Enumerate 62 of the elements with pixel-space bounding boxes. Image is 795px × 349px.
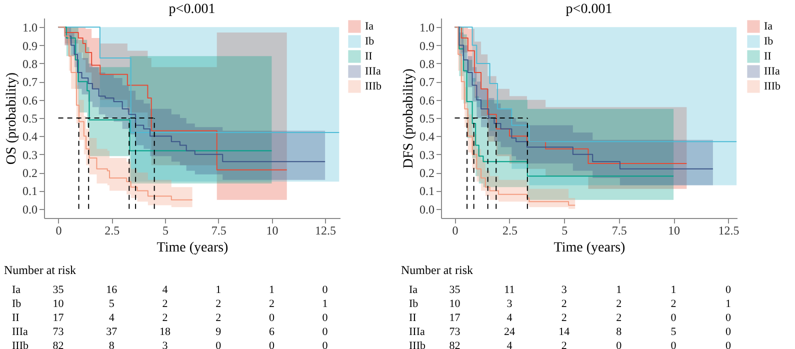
legend-label: II [365,50,373,62]
text: Ib 10 3 2 2 2 1 [409,298,731,310]
legend-label: II [764,50,772,62]
text: Number at risk [4,263,76,277]
legend-label: IIIb [365,80,382,92]
x-axis-title: Time (years) [554,240,626,256]
y-tick-label: 0.0 [420,202,434,216]
y-tick-label: 0.4 [420,130,434,144]
y-tick-label: 0.2 [22,166,38,180]
y-tick-label: 0.8 [420,56,434,71]
y-tick-label: 0.3 [420,148,434,162]
legend-label: IIIb [764,80,781,92]
legend-label: Ia [764,20,773,32]
y-tick-label: 0.1 [22,184,38,198]
text: Ia 35 11 3 1 1 0 [409,284,731,296]
legend-label: Ib [764,36,774,48]
y-tick-label: 1.0 [420,20,434,35]
text: II 17 4 2 2 0 0 [409,312,731,324]
text: IIIa 73 37 18 9 6 0 [12,326,328,338]
x-tick-label: 7.5 [612,224,627,238]
text: IIIb 82 8 3 0 0 0 [12,340,328,349]
y-tick-label: 0.1 [420,184,434,198]
x-axis-title: Time (years) [156,240,229,256]
y-axis-title: OS (probability) [4,72,20,165]
chart-title: p<0.001 [566,2,612,17]
y-tick-label: 0.8 [22,56,38,71]
y-axis-title: DFS (probability) [402,68,416,168]
y-tick-label: 0.9 [22,38,38,53]
text: II 17 4 2 2 0 0 [12,312,328,324]
legend-label: IIIa [764,66,780,78]
y-tick-label: 0.0 [22,202,38,216]
legend-label: IIIa [365,66,381,78]
x-tick-label: 10 [668,224,680,238]
x-tick-label: 5 [562,224,568,238]
y-tick-label: 1.0 [22,20,38,35]
y-tick-label: 0.7 [420,75,434,90]
y-tick-label: 0.6 [22,93,38,108]
x-tick-label: 0 [452,224,458,238]
text: Ia 35 16 4 1 1 0 [12,284,328,296]
chart-title: p<0.001 [168,2,216,17]
legend-label: Ib [365,36,375,48]
y-tick-label: 0.2 [420,166,434,180]
legend-label: Ia [365,20,374,32]
text: IIIa 73 24 14 8 5 0 [409,326,731,338]
x-tick-label: 2.5 [104,224,120,238]
x-tick-label: 12.5 [315,224,336,238]
x-tick-label: 7.5 [211,224,226,238]
text: Number at risk [401,263,473,277]
text: IIIb 82 4 2 0 0 0 [409,340,731,349]
y-tick-label: 0.4 [22,130,38,144]
y-tick-label: 0.6 [420,93,434,108]
text: Ib 10 5 2 2 2 1 [12,298,328,310]
x-tick-label: 10 [266,224,278,238]
x-tick-label: 0 [56,224,62,238]
x-tick-label: 5 [162,224,169,238]
y-tick-label: 0.9 [420,38,434,53]
x-tick-label: 2.5 [502,224,518,238]
x-tick-label: 12.5 [718,224,740,238]
y-tick-label: 0.7 [22,75,38,90]
y-tick-label: 0.3 [22,148,38,162]
y-tick-label: 0.5 [22,112,38,126]
y-tick-label: 0.5 [420,112,434,126]
